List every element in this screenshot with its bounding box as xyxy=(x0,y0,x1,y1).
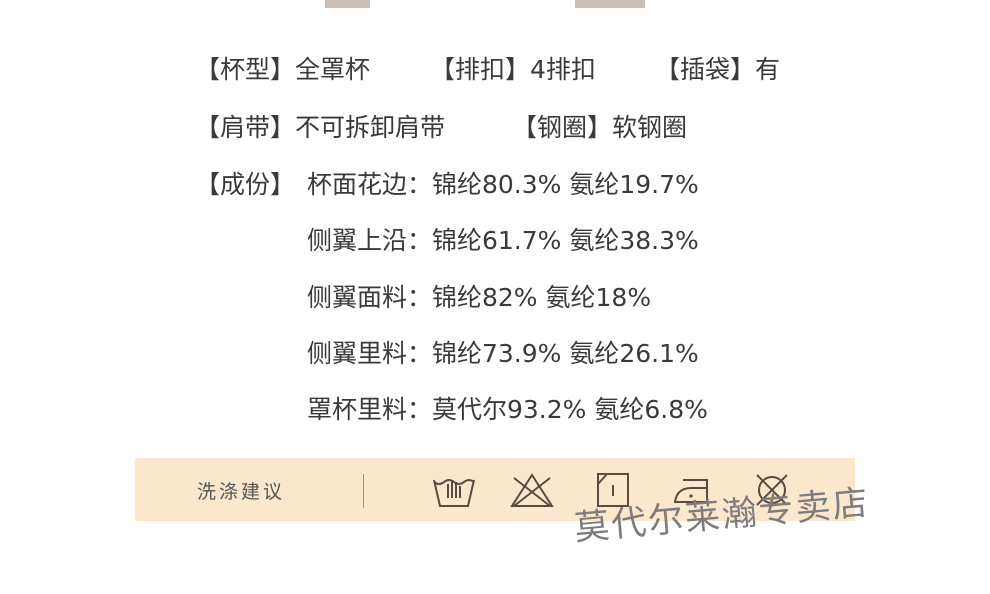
composition-item: 杯面花边：锦纶80.3% 氨纶19.7% xyxy=(307,170,699,199)
composition-item: 侧翼面料：锦纶82% 氨纶18% xyxy=(307,283,652,312)
spec-label: 【排扣】 xyxy=(430,55,531,84)
composition-item: 罩杯里料：莫代尔93.2% 氨纶6.8% xyxy=(307,395,708,424)
composition-label: 【成份】 xyxy=(195,170,296,199)
spec-label: 【钢圈】 xyxy=(512,113,613,142)
spec-row: 【杯型】全罩杯 xyxy=(195,55,370,85)
divider xyxy=(363,474,364,508)
low-iron-icon xyxy=(673,479,708,503)
spec-row: 【插袋】有 xyxy=(655,55,780,85)
no-bleach-icon xyxy=(510,473,554,507)
spec-label: 【插袋】 xyxy=(655,55,756,84)
no-dry-clean-icon xyxy=(756,474,788,506)
composition-item: 侧翼里料：锦纶73.9% 氨纶26.1% xyxy=(307,339,699,368)
spec-value: 全罩杯 xyxy=(295,55,371,84)
product-photo-edge xyxy=(325,0,370,8)
care-label: 洗涤建议 xyxy=(197,481,286,503)
care-banner: 洗涤建议 xyxy=(135,458,855,521)
product-photo-edge xyxy=(575,0,645,8)
spec-label: 【肩带】 xyxy=(195,113,296,142)
line-dry-icon xyxy=(597,473,629,507)
spec-value: 有 xyxy=(755,55,781,84)
spec-value: 软钢圈 xyxy=(612,113,688,142)
spec-value: 不可拆卸肩带 xyxy=(295,113,446,142)
spec-label: 【杯型】 xyxy=(195,55,296,84)
spec-row: 【钢圈】软钢圈 xyxy=(512,113,687,143)
spec-row: 【排扣】4排扣 xyxy=(430,55,596,85)
spec-value: 4排扣 xyxy=(530,55,596,84)
spec-row: 【肩带】不可拆卸肩带 xyxy=(195,113,445,143)
composition-item: 侧翼上沿：锦纶61.7% 氨纶38.3% xyxy=(307,226,699,255)
hand-wash-icon xyxy=(433,479,475,507)
